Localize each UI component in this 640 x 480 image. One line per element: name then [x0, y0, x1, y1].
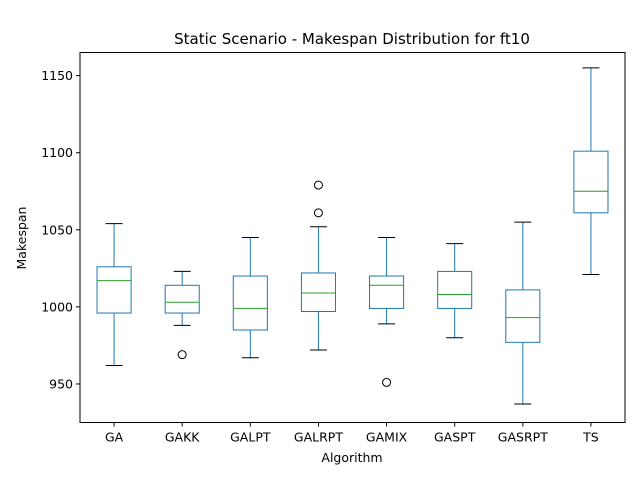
iqr-box [573, 150, 609, 214]
x-tick-label: GALRPT [294, 430, 343, 445]
x-axis-label: Algorithm [321, 450, 382, 465]
box-ga [96, 223, 132, 366]
iqr-box [369, 275, 405, 309]
x-tick-label: GAKK [165, 430, 200, 445]
iqr-box [437, 270, 473, 309]
iqr-box [164, 284, 200, 314]
box-ts [573, 67, 609, 275]
box-gasrpt [505, 221, 541, 405]
box-gakk [164, 270, 200, 360]
y-tick-label: 1100 [41, 145, 73, 160]
y-tick-label: 950 [49, 376, 73, 391]
x-tick-label: GASRPT [498, 430, 548, 445]
x-tick-label: GASPT [434, 430, 476, 445]
x-tick-label: GALPT [230, 430, 271, 445]
iqr-box [300, 272, 336, 313]
x-tick-label: GAMIX [366, 430, 408, 445]
box-gamix [369, 237, 405, 387]
x-tick-label: GA [105, 430, 124, 445]
y-tick-label: 1050 [41, 222, 73, 237]
iqr-box [232, 275, 268, 331]
outlier-point [313, 208, 323, 218]
outlier-point [177, 350, 187, 360]
y-axis-label: Makespan [14, 207, 29, 270]
outlier-point [313, 180, 323, 190]
box-galrpt [300, 180, 336, 351]
iqr-box [505, 289, 541, 343]
box-galpt [232, 237, 268, 359]
outlier-point [382, 377, 392, 387]
plot-area [96, 67, 609, 405]
plot-frame [79, 52, 626, 423]
axes: GA GAKK GALPT GALRPT GAMIX GASPT GASRPT TS 950 10… [41, 68, 599, 444]
y-tick-label: 1000 [41, 299, 73, 314]
box-gaspt [437, 243, 473, 339]
iqr-box [96, 266, 132, 314]
y-tick-label: 1150 [41, 68, 73, 83]
x-tick-label: TS [582, 430, 599, 445]
chart-title: Static Scenario - Makespan Distribution … [174, 30, 530, 48]
